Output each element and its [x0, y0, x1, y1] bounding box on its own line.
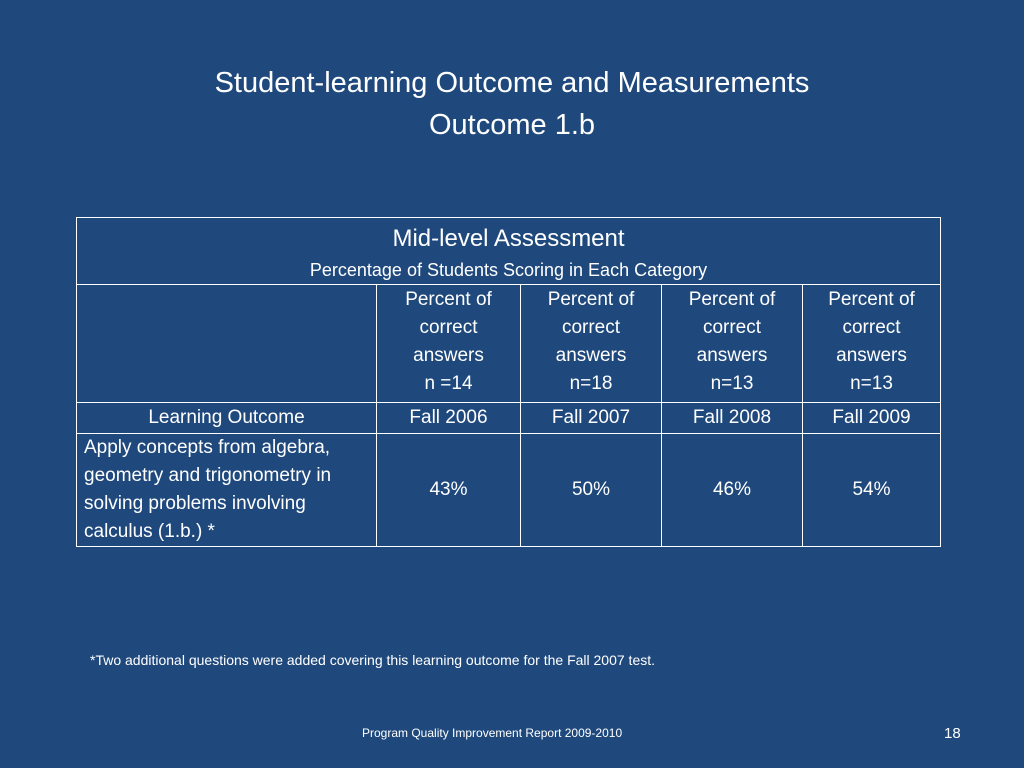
table-heading: Mid-level Assessment: [392, 225, 625, 252]
column-header-line: Percent of: [405, 289, 492, 310]
percent-cell: 54%: [801, 433, 942, 547]
column-header-2009: Percent of correct answers n=13: [801, 284, 942, 403]
empty-header-cell: [76, 284, 377, 403]
table-title-row: Mid-level Assessment Percentage of Stude…: [75, 217, 942, 285]
column-header-line: correct: [419, 317, 478, 338]
term-row: Learning Outcome Fall 2006 Fall 2007 Fal…: [76, 402, 942, 434]
column-header-line: Percent of: [828, 289, 915, 310]
column-header-line: answers: [555, 345, 627, 366]
column-header-line: answers: [413, 345, 484, 366]
slide-title: Student-learning Outcome and Measurement…: [0, 62, 1024, 146]
column-header-line: answers: [836, 345, 907, 366]
column-header-line: correct: [842, 317, 901, 338]
footer-text: Program Quality Improvement Report 2009-…: [362, 726, 623, 740]
column-header-n: n =14: [424, 373, 473, 394]
outcome-description: Apply concepts from algebra, geometry an…: [76, 433, 377, 547]
slide-title-line-1: Student-learning Outcome and Measurement…: [214, 67, 810, 99]
footnote: *Two additional questions were added cov…: [90, 652, 656, 668]
column-header-line: Percent of: [688, 289, 776, 310]
column-header-line: answers: [696, 345, 768, 366]
term-cell: Fall 2007: [520, 402, 662, 434]
percent-cell: 46%: [661, 433, 803, 547]
term-cell: Fall 2009: [801, 402, 942, 434]
assessment-table: Mid-level Assessment Percentage of Stude…: [75, 217, 942, 547]
column-header-line: correct: [561, 317, 621, 338]
column-header-2008: Percent of correct answers n=13: [661, 284, 803, 403]
slide-title-line-2: Outcome 1.b: [428, 109, 596, 141]
page-number: 18: [944, 725, 961, 742]
column-header-2007: Percent of correct answers n=18: [520, 284, 662, 403]
percent-cell: 43%: [376, 433, 521, 547]
percent-cell: 50%: [520, 433, 662, 547]
table-subheading: Percentage of Students Scoring in Each C…: [309, 260, 708, 280]
table-title-cell: Mid-level Assessment Percentage of Stude…: [75, 217, 942, 285]
column-header-line: Percent of: [547, 289, 635, 310]
term-cell: Fall 2008: [661, 402, 803, 434]
table-row: Apply concepts from algebra, geometry an…: [76, 433, 942, 547]
column-header-line: correct: [702, 317, 762, 338]
column-header-row: Percent of correct answers n =14 Percent…: [76, 284, 942, 403]
column-header-2006: Percent of correct answers n =14: [376, 284, 521, 403]
column-header-n: n=13: [850, 373, 893, 394]
column-header-n: n=18: [569, 373, 613, 394]
column-header-n: n=13: [710, 373, 754, 394]
row-header-learning-outcome: Learning Outcome: [76, 402, 377, 434]
term-cell: Fall 2006: [376, 402, 521, 434]
